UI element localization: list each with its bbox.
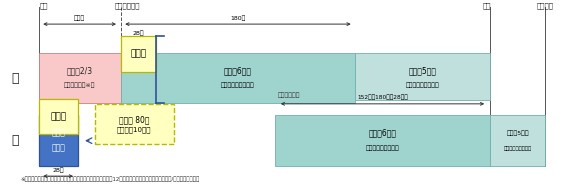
Text: 父: 父 — [11, 134, 19, 147]
Text: 母: 母 — [11, 72, 19, 85]
Text: 給付率: 給付率 — [51, 129, 65, 138]
Text: 給付玅2/3: 給付玅2/3 — [66, 66, 92, 75]
Text: １歳２月: １歳２月 — [537, 3, 554, 9]
Text: １３％: １３％ — [130, 49, 146, 58]
Text: （出産手当金※）: （出産手当金※） — [64, 83, 95, 88]
Text: （育児休業給付金）: （育児休業給付金） — [221, 83, 255, 88]
Bar — [275, 115, 490, 166]
Text: １３％: １３％ — [50, 112, 66, 121]
Text: ８週間: ８週間 — [74, 15, 85, 21]
Text: 出産: 出産 — [40, 3, 48, 9]
Text: 180日: 180日 — [230, 15, 246, 21]
Bar — [39, 53, 121, 103]
Text: 152日（180日－28日）: 152日（180日－28日） — [357, 95, 408, 100]
Text: 育児休業開始: 育児休業開始 — [278, 93, 301, 98]
Bar — [39, 99, 78, 134]
Text: （手取り10割）: （手取り10割） — [117, 127, 151, 133]
Text: 給付玅5０％: 給付玅5０％ — [409, 66, 437, 75]
Text: ６７％: ６７％ — [51, 144, 65, 153]
Text: （育児休業給付金）: （育児休業給付金） — [406, 83, 439, 88]
Bar — [356, 53, 490, 100]
Text: （育児休業給付金）: （育児休業給付金） — [366, 145, 399, 151]
Text: 給付率 80％: 給付率 80％ — [119, 115, 150, 124]
Bar — [490, 115, 545, 166]
Text: 28日: 28日 — [132, 31, 144, 36]
Text: 28日: 28日 — [52, 168, 64, 173]
Text: ※健康保険等により、産前６週間、産後８週間について、過去12ケ月における平均標準報酷月額の２/３相当額を支給。: ※健康保険等により、産前６週間、産後８週間について、過去12ケ月における平均標準… — [20, 176, 200, 182]
Text: 育児休業開始: 育児休業開始 — [115, 3, 141, 9]
Text: 給付玅6７％: 給付玅6７％ — [224, 66, 252, 75]
Bar — [121, 53, 356, 103]
Bar — [39, 115, 78, 166]
Text: （育児休業給付金）: （育児休業給付金） — [503, 146, 532, 151]
Text: 給付玅6７％: 給付玅6７％ — [369, 129, 396, 138]
Text: 給付玅5０％: 給付玅5０％ — [506, 130, 529, 136]
Bar — [121, 36, 156, 72]
FancyBboxPatch shape — [95, 104, 174, 144]
Text: １歳: １歳 — [483, 3, 492, 9]
